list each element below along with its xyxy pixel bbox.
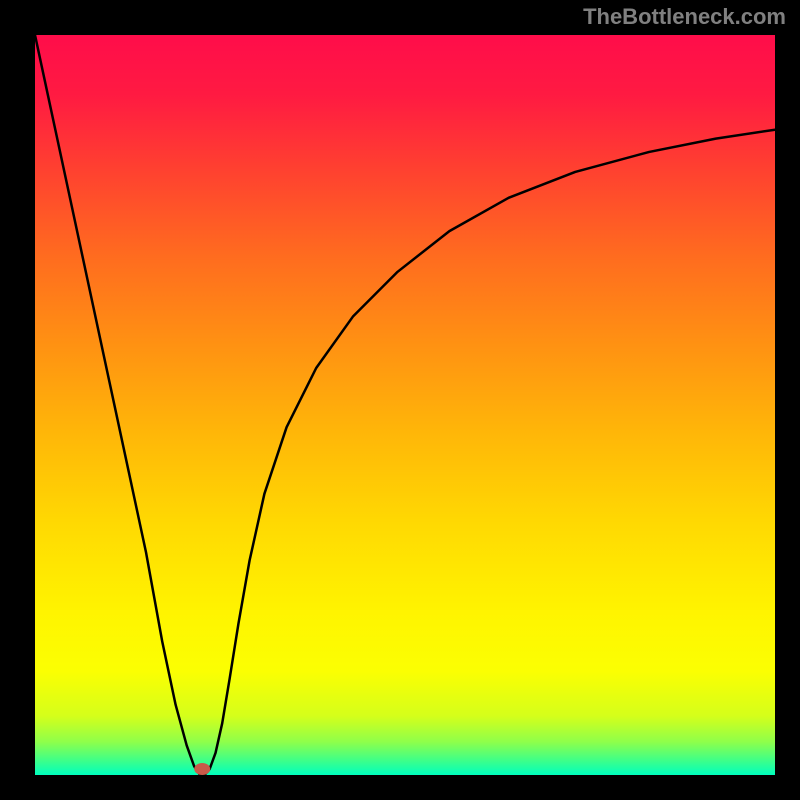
optimal-point-marker xyxy=(194,763,210,775)
gradient-background xyxy=(35,35,775,775)
chart-svg xyxy=(35,35,775,775)
chart-container: TheBottleneck.com xyxy=(0,0,800,800)
watermark-label: TheBottleneck.com xyxy=(583,4,786,30)
plot-area xyxy=(35,35,775,775)
